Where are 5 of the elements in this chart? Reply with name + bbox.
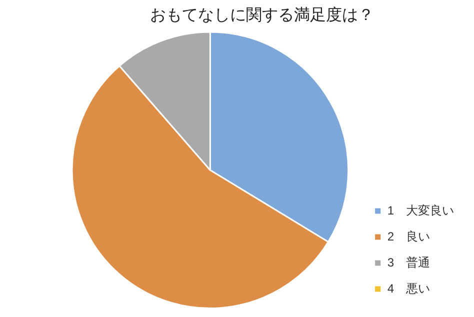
legend-label: 3 普通	[387, 255, 430, 270]
legend-label: 2 良い	[387, 229, 430, 244]
chart-title: おもてなしに関する満足度は？	[150, 6, 374, 24]
legend-label: 1 大変良い	[387, 203, 454, 218]
legend-label: 4 悪い	[387, 281, 430, 296]
